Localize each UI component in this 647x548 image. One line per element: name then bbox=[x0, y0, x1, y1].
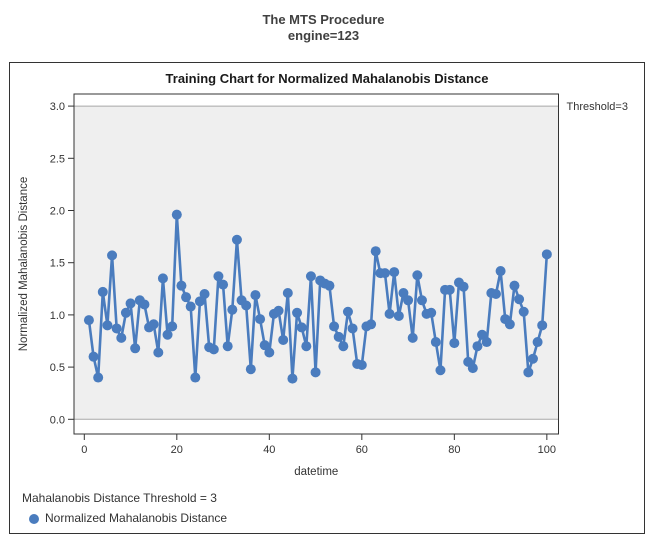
procedure-subtitle: engine=123 bbox=[287, 28, 360, 43]
svg-text:0: 0 bbox=[81, 444, 87, 456]
svg-text:0.5: 0.5 bbox=[50, 362, 65, 374]
svg-text:1.5: 1.5 bbox=[50, 258, 65, 270]
chart-title: Training Chart for Normalized Mahalanobi… bbox=[165, 71, 489, 86]
svg-text:2.5: 2.5 bbox=[50, 153, 65, 165]
svg-text:100: 100 bbox=[538, 444, 556, 456]
graph-frame: Training Chart for Normalized Mahalanobi… bbox=[9, 62, 645, 534]
legend-series-label: Normalized Mahalanobis Distance bbox=[45, 511, 228, 525]
svg-text:40: 40 bbox=[263, 444, 275, 456]
svg-text:Normalized Mahalanobis Distanc: Normalized Mahalanobis Distance bbox=[18, 177, 30, 352]
svg-text:80: 80 bbox=[448, 444, 460, 456]
threshold-note: Mahalanobis Distance Threshold = 3 bbox=[22, 491, 217, 505]
svg-text:datetime: datetime bbox=[294, 466, 338, 478]
svg-text:1.0: 1.0 bbox=[50, 310, 65, 322]
svg-text:0.0: 0.0 bbox=[50, 414, 65, 426]
svg-text:3.0: 3.0 bbox=[50, 101, 65, 113]
svg-text:2.0: 2.0 bbox=[50, 206, 65, 218]
svg-text:Threshold=3: Threshold=3 bbox=[567, 101, 628, 113]
training-chart: 0.0 0.5 1.0 1.5 2.0 2.5 3.0 0 20 40 60 80 100 Thresho… bbox=[18, 93, 628, 478]
legend-marker-icon bbox=[29, 514, 39, 524]
svg-text:20: 20 bbox=[171, 444, 183, 456]
procedure-title: The MTS Procedure bbox=[262, 12, 385, 27]
svg-text:60: 60 bbox=[356, 444, 368, 456]
